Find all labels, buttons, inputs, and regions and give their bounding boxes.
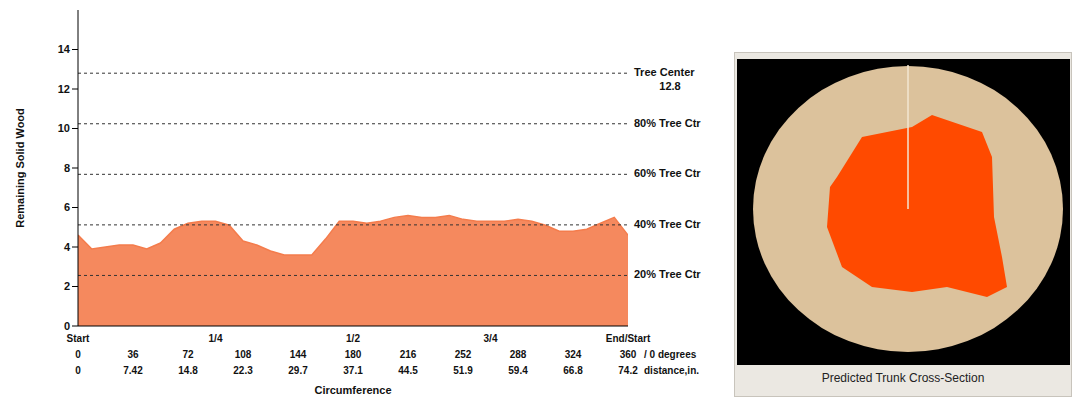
svg-text:0: 0 [75, 349, 81, 360]
svg-text:20% Tree Ctr: 20% Tree Ctr [634, 268, 701, 280]
svg-text:72: 72 [182, 349, 194, 360]
svg-text:324: 324 [565, 349, 582, 360]
svg-text:12.8: 12.8 [659, 80, 680, 92]
svg-text:10: 10 [58, 122, 70, 134]
svg-text:/ 0 degrees: / 0 degrees [644, 349, 697, 360]
svg-text:66.8: 66.8 [563, 365, 583, 376]
svg-text:51.9: 51.9 [453, 365, 473, 376]
svg-text:1/2: 1/2 [346, 333, 360, 344]
svg-text:74.2: 74.2 [618, 365, 638, 376]
svg-text:180: 180 [345, 349, 362, 360]
svg-text:12: 12 [58, 83, 70, 95]
svg-text:distance,in.: distance,in. [644, 365, 699, 376]
svg-text:37.1: 37.1 [343, 365, 363, 376]
svg-text:36: 36 [127, 349, 139, 360]
svg-text:216: 216 [400, 349, 417, 360]
svg-text:3/4: 3/4 [484, 333, 498, 344]
svg-text:7.42: 7.42 [123, 365, 143, 376]
svg-text:8: 8 [64, 162, 70, 174]
svg-text:6: 6 [64, 201, 70, 213]
svg-text:14.8: 14.8 [178, 365, 198, 376]
html-text:Predicted Trunk Cross-Section: Predicted Trunk Cross-Section [821, 371, 985, 385]
svg-text:108: 108 [235, 349, 252, 360]
svg-text:4: 4 [64, 241, 71, 253]
svg-text:144: 144 [290, 349, 307, 360]
svg-text:44.5: 44.5 [398, 365, 418, 376]
svg-text:40% Tree Ctr: 40% Tree Ctr [634, 218, 701, 230]
svg-text:End/Start: End/Start [606, 333, 651, 344]
svg-text:22.3: 22.3 [233, 365, 253, 376]
svg-text:360: 360 [620, 349, 637, 360]
svg-text:Start: Start [67, 333, 90, 344]
svg-text:288: 288 [510, 349, 527, 360]
svg-text:29.7: 29.7 [288, 365, 308, 376]
svg-text:59.4: 59.4 [508, 365, 528, 376]
svg-text:14: 14 [58, 43, 71, 55]
svg-text:0: 0 [75, 365, 81, 376]
svg-text:80% Tree Ctr: 80% Tree Ctr [634, 117, 701, 129]
svg-text:1/4: 1/4 [209, 333, 223, 344]
svg-text:0: 0 [64, 320, 70, 332]
svg-text:252: 252 [455, 349, 472, 360]
svg-text:Remaining Solid Wood: Remaining Solid Wood [14, 108, 26, 228]
svg-text:Tree Center: Tree Center [634, 66, 695, 78]
svg-text:60% Tree Ctr: 60% Tree Ctr [634, 167, 701, 179]
svg-text:Circumference: Circumference [314, 384, 391, 396]
svg-text:2: 2 [64, 280, 70, 292]
